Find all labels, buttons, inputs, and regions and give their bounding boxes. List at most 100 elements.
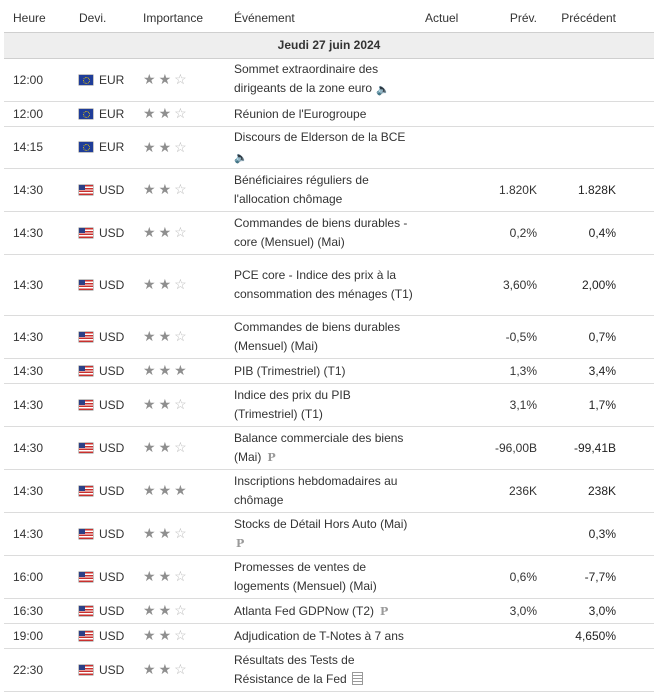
event-row[interactable]: 14:30 USD ★★★ PIB (Trimestriel) (T1) 1,3% 3,4…: [4, 358, 654, 384]
header-previous[interactable]: Précédent: [545, 4, 654, 33]
header-event[interactable]: Événement: [225, 4, 416, 33]
event-name[interactable]: Réunion de l'Eurogroupe: [234, 106, 367, 121]
event-name[interactable]: Commandes de biens durables (Mensuel) (M…: [234, 320, 401, 353]
event-row[interactable]: 14:30 USD ★★☆ Balance commerciale des biens…: [4, 426, 654, 470]
event-currency: USD: [99, 397, 125, 412]
speaker-icon[interactable]: 🔈: [234, 151, 248, 164]
event-currency: USD: [99, 225, 125, 240]
preliminary-p-icon[interactable]: P: [380, 604, 389, 618]
star-empty-icon: ☆: [174, 439, 190, 455]
event-currency: USD: [99, 628, 125, 643]
event-name[interactable]: Résultats des Tests de Résistance de la …: [234, 653, 355, 686]
star-filled-icon: ★: [158, 71, 175, 87]
star-filled-icon: ★: [143, 71, 159, 87]
star-empty-icon: ☆: [174, 328, 190, 344]
us-flag-icon: [79, 184, 93, 195]
star-filled-icon: ★: [158, 439, 175, 455]
event-actual: [416, 598, 488, 624]
event-row[interactable]: 14:30 USD ★★★ Inscriptions hebdomadaires au…: [4, 469, 654, 513]
star-filled-icon: ★: [143, 105, 159, 121]
event-row[interactable]: 14:30 USD ★★☆ Stocks de Détail Hors Auto (M…: [4, 512, 654, 556]
event-forecast: 1,3%: [488, 358, 545, 384]
event-currency: USD: [99, 277, 125, 292]
event-row[interactable]: 14:30 USD ★★☆ PCE core - Indice des prix à …: [4, 254, 654, 316]
event-row[interactable]: 14:30 USD ★★☆ Bénéficiaires réguliers de l'…: [4, 168, 654, 212]
event-importance: ★★☆: [134, 58, 225, 102]
event-name[interactable]: Commandes de biens durables - core (Mens…: [234, 216, 408, 249]
event-currency: EUR: [99, 72, 125, 87]
event-name[interactable]: Inscriptions hebdomadaires au chômage: [234, 474, 398, 507]
event-currency-cell: USD: [70, 211, 134, 255]
star-filled-icon: ★: [158, 568, 175, 584]
event-forecast: -96,00B: [488, 426, 545, 470]
event-currency-cell: USD: [70, 648, 134, 692]
header-forecast[interactable]: Prév.: [488, 4, 545, 33]
event-currency-cell: EUR: [70, 58, 134, 102]
header-time[interactable]: Heure: [4, 4, 70, 33]
star-filled-icon: ★: [158, 328, 175, 344]
event-row[interactable]: 12:00 EUR ★★☆ Réunion de l'Eurogroupe: [4, 101, 654, 127]
event-previous: 1.828K: [545, 168, 654, 212]
event-currency-cell: USD: [70, 426, 134, 470]
speaker-icon[interactable]: 🔈: [376, 84, 390, 96]
us-flag-icon: [79, 630, 93, 641]
event-row[interactable]: 14:30 USD ★★☆ Commandes de biens durables (…: [4, 315, 654, 359]
event-name[interactable]: Sommet extraordinaire des dirigeants de …: [234, 62, 379, 95]
event-name[interactable]: Atlanta Fed GDPNow (T2): [234, 603, 375, 618]
header-currency[interactable]: Devi.: [70, 4, 134, 33]
us-flag-icon: [79, 605, 93, 616]
star-filled-icon: ★: [143, 661, 159, 677]
star-empty-icon: ☆: [174, 627, 190, 643]
event-currency-cell: USD: [70, 254, 134, 316]
event-importance: ★★☆: [134, 101, 225, 127]
event-currency: USD: [99, 363, 125, 378]
event-name[interactable]: Adjudication de T-Notes à 7 ans: [234, 628, 404, 643]
event-actual: [416, 168, 488, 212]
event-row[interactable]: 22:30 USD ★★☆ Résultats des Tests de Résist…: [4, 648, 654, 692]
eu-flag-icon: [79, 108, 93, 119]
event-currency-cell: USD: [70, 358, 134, 384]
event-name[interactable]: Stocks de Détail Hors Auto (Mai): [234, 517, 408, 531]
event-currency-cell: USD: [70, 168, 134, 212]
star-filled-icon: ★: [143, 276, 159, 292]
event-row[interactable]: 14:30 USD ★★☆ Indice des prix du PIB (Trime…: [4, 383, 654, 427]
event-previous: [545, 58, 654, 102]
preliminary-p-icon[interactable]: P: [236, 537, 245, 550]
event-currency: USD: [99, 182, 125, 197]
event-importance: ★★☆: [134, 254, 225, 316]
event-actual: [416, 623, 488, 649]
event-name[interactable]: PCE core - Indice des prix à la consomma…: [234, 268, 413, 301]
event-currency-cell: USD: [70, 469, 134, 513]
event-name[interactable]: PIB (Trimestriel) (T1): [234, 363, 346, 378]
event-row[interactable]: 19:00 USD ★★☆ Adjudication de T-Notes à 7 a…: [4, 623, 654, 649]
event-row[interactable]: 16:30 USD ★★☆ Atlanta Fed GDPNow (T2) P 3,0% 3…: [4, 598, 654, 624]
event-name[interactable]: Promesses de ventes de logements (Mensue…: [234, 560, 377, 593]
event-name[interactable]: Indice des prix du PIB (Trimestriel) (T1…: [234, 388, 351, 421]
event-name-cell: Promesses de ventes de logements (Mensue…: [225, 555, 416, 599]
event-row[interactable]: 16:00 USD ★★☆ Promesses de ventes de logeme…: [4, 555, 654, 599]
event-name-cell: Commandes de biens durables - core (Mens…: [225, 211, 416, 255]
event-previous: 0,4%: [545, 211, 654, 255]
star-filled-icon: ★: [143, 362, 159, 378]
event-previous: 3,0%: [545, 598, 654, 624]
event-name[interactable]: Balance commerciale des biens (Mai): [234, 431, 404, 464]
event-importance: ★★☆: [134, 623, 225, 649]
event-currency-cell: EUR: [70, 126, 134, 169]
event-name[interactable]: Discours de Elderson de la BCE: [234, 129, 406, 144]
event-importance: ★★☆: [134, 512, 225, 556]
event-row[interactable]: 12:00 EUR ★★☆ Sommet extraordinaire des dir…: [4, 58, 654, 102]
star-filled-icon: ★: [143, 328, 159, 344]
event-row[interactable]: 14:30 USD ★★☆ Commandes de biens durables -…: [4, 211, 654, 255]
event-time: 16:30: [4, 598, 70, 624]
header-importance[interactable]: Importance: [134, 4, 225, 33]
event-row[interactable]: 14:15 EUR ★★☆ Discours de Elderson de la BC…: [4, 126, 654, 169]
event-importance: ★★★: [134, 469, 225, 513]
event-forecast: [488, 101, 545, 127]
event-forecast: 3,1%: [488, 383, 545, 427]
event-name[interactable]: Bénéficiaires réguliers de l'allocation …: [234, 173, 369, 206]
header-actual[interactable]: Actuel: [416, 4, 488, 33]
document-icon[interactable]: [351, 672, 363, 685]
star-filled-icon: ★: [158, 661, 175, 677]
event-forecast: [488, 126, 545, 169]
preliminary-p-icon[interactable]: P: [267, 451, 276, 464]
